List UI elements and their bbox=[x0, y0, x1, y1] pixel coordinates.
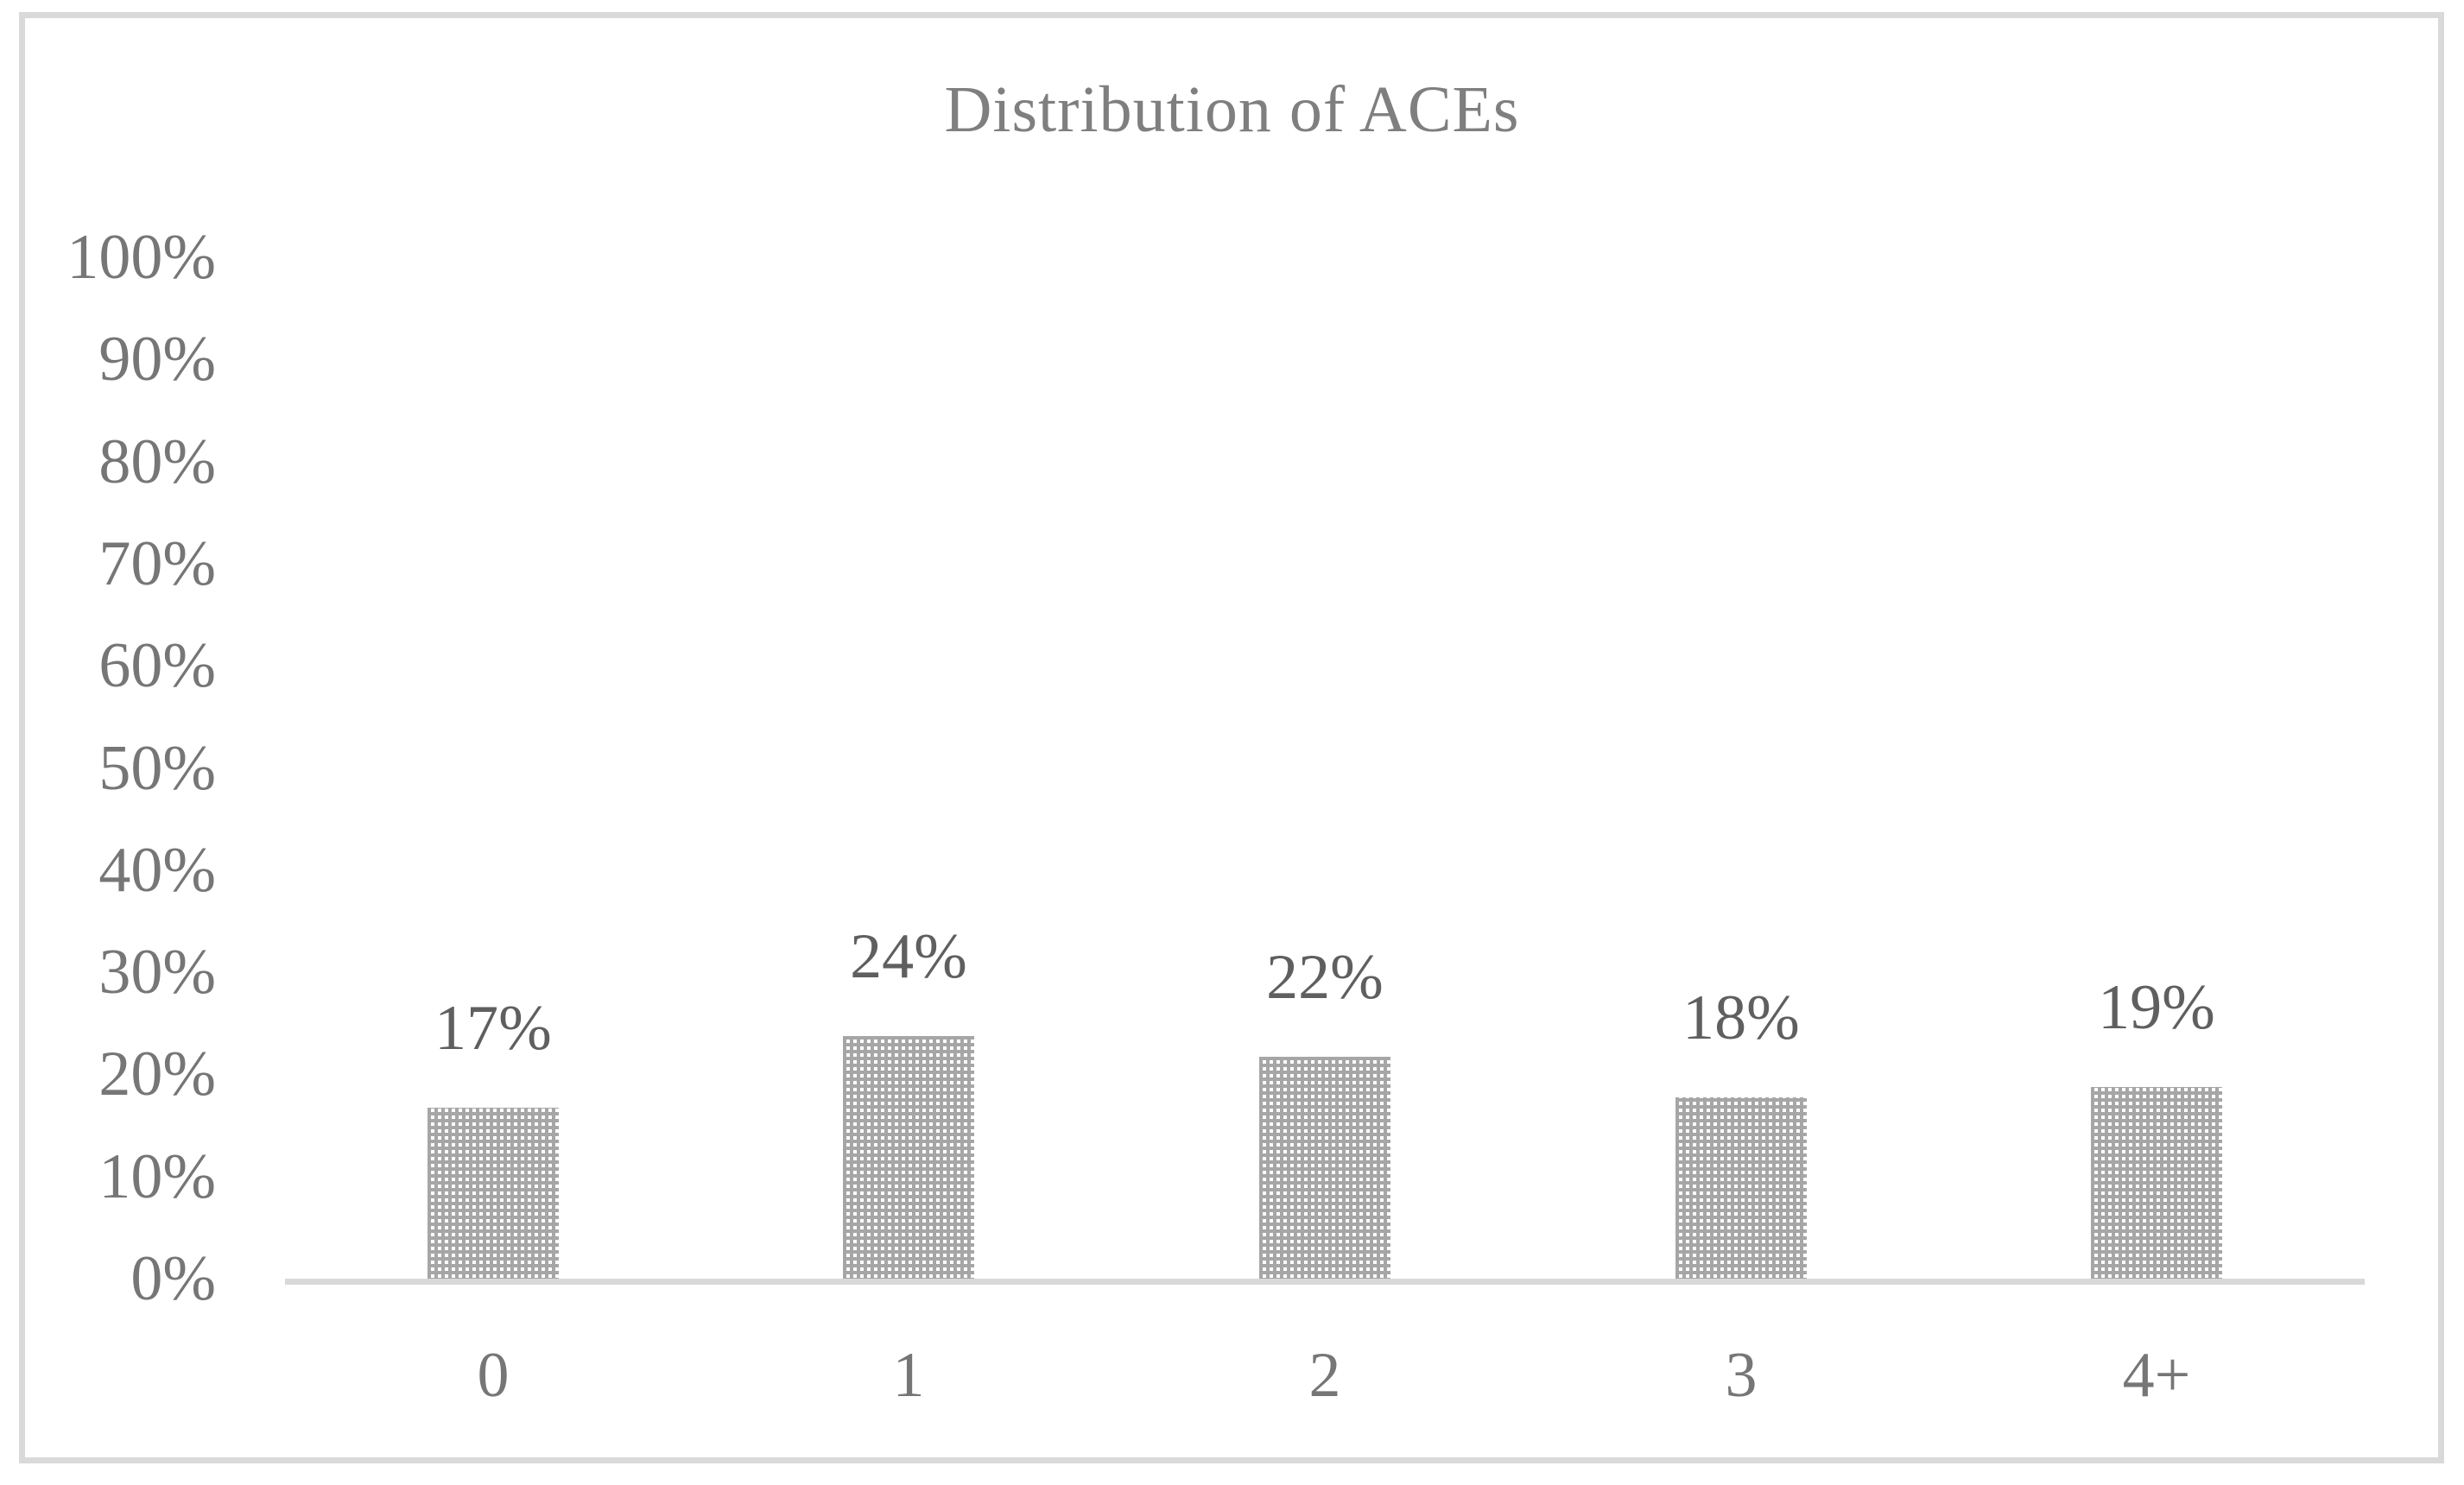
y-tick-label: 60% bbox=[98, 630, 216, 702]
bar-2 bbox=[1259, 1057, 1390, 1281]
y-tick-label: 100% bbox=[67, 222, 216, 293]
y-tick-label: 20% bbox=[98, 1039, 216, 1110]
chart-frame bbox=[19, 12, 2444, 1463]
x-tick-label: 1 bbox=[892, 1340, 925, 1411]
x-tick-label: 4+ bbox=[2122, 1340, 2191, 1411]
y-tick-label: 80% bbox=[98, 426, 216, 497]
y-tick-label: 70% bbox=[98, 528, 216, 599]
bar-value-label: 24% bbox=[850, 921, 967, 992]
x-tick-label: 2 bbox=[1308, 1340, 1341, 1411]
x-axis-line bbox=[285, 1279, 2365, 1285]
bar-4+ bbox=[2091, 1087, 2222, 1281]
x-tick-label: 0 bbox=[477, 1340, 510, 1411]
bar-3 bbox=[1675, 1097, 1807, 1281]
bar-0 bbox=[428, 1108, 559, 1281]
bar-value-label: 18% bbox=[1682, 983, 1800, 1053]
y-tick-label: 50% bbox=[98, 732, 216, 804]
y-tick-label: 0% bbox=[130, 1243, 216, 1314]
y-tick-label: 10% bbox=[98, 1141, 216, 1212]
bar-value-label: 22% bbox=[1266, 942, 1384, 1013]
y-tick-label: 90% bbox=[98, 324, 216, 395]
y-tick-label: 30% bbox=[98, 937, 216, 1008]
chart-title: Distribution of ACEs bbox=[944, 73, 1520, 146]
y-tick-label: 40% bbox=[98, 834, 216, 906]
bar-value-label: 19% bbox=[2098, 972, 2215, 1043]
x-tick-label: 3 bbox=[1725, 1340, 1758, 1411]
bar-1 bbox=[843, 1036, 974, 1281]
bar-value-label: 17% bbox=[434, 993, 552, 1064]
